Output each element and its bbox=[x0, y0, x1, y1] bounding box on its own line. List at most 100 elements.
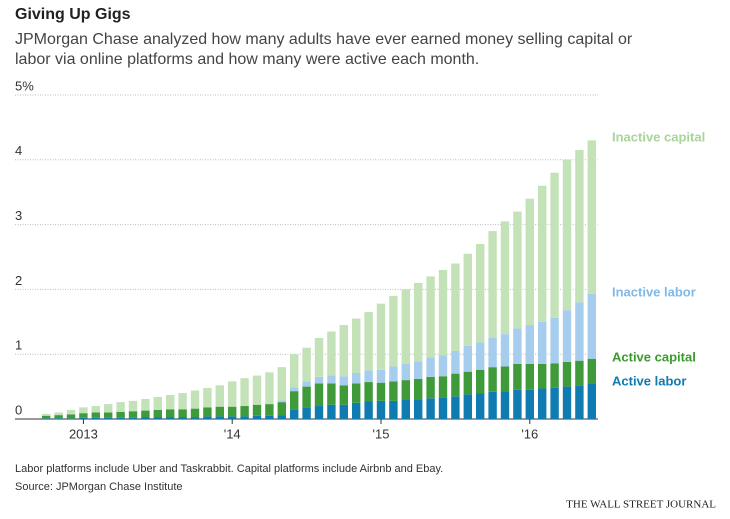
chart-subtitle: labor via online platforms and how many … bbox=[15, 51, 479, 68]
bar-segment bbox=[364, 382, 373, 402]
bar-segment bbox=[451, 263, 460, 351]
bar-segment bbox=[339, 376, 348, 386]
bar-segment bbox=[463, 253, 472, 346]
bar-segment bbox=[414, 282, 423, 362]
bar-segment bbox=[116, 411, 125, 418]
bar-segment bbox=[451, 396, 460, 419]
bar-segment bbox=[339, 404, 348, 419]
bar-segment bbox=[178, 393, 187, 410]
bar-segment bbox=[562, 159, 572, 311]
bar-segment bbox=[550, 387, 559, 419]
y-tick-label: 2 bbox=[15, 273, 22, 288]
bar-segment bbox=[215, 385, 224, 407]
bar-segment bbox=[290, 354, 299, 388]
bar-segment bbox=[352, 318, 361, 373]
legend-label: Active capital bbox=[612, 349, 696, 364]
bar-segment bbox=[128, 411, 138, 418]
bar-segment bbox=[538, 388, 547, 419]
chart-title: Giving Up Gigs bbox=[15, 6, 131, 23]
bar-segment bbox=[290, 387, 299, 392]
x-tick-label: '14 bbox=[224, 426, 241, 441]
bar-segment bbox=[562, 310, 572, 362]
bar-segment bbox=[42, 418, 51, 419]
bar-segment bbox=[476, 342, 485, 370]
bar-segment bbox=[575, 150, 584, 303]
bar-segment bbox=[166, 417, 175, 419]
bar-segment bbox=[240, 406, 249, 417]
bar-segment bbox=[401, 289, 410, 364]
bar-segment bbox=[314, 376, 324, 384]
bar-segment bbox=[54, 412, 63, 416]
bar-segment bbox=[525, 363, 534, 390]
bar-segment bbox=[488, 231, 497, 338]
bar-segment bbox=[265, 415, 274, 419]
bar-segment bbox=[451, 350, 460, 374]
bar-segment bbox=[525, 198, 534, 326]
bar-segment bbox=[426, 276, 435, 358]
bar-segment bbox=[438, 376, 448, 398]
bar-segment bbox=[438, 269, 448, 356]
bar-segment bbox=[513, 389, 522, 419]
bar-segment bbox=[414, 378, 423, 400]
bar-segment bbox=[538, 363, 547, 389]
bar-segment bbox=[575, 385, 584, 419]
bar-segment bbox=[203, 416, 212, 419]
bar-segment bbox=[352, 383, 361, 403]
bar-segment bbox=[153, 409, 162, 418]
bar-segment bbox=[104, 417, 113, 419]
bar-segment bbox=[575, 302, 584, 361]
bar-segment bbox=[538, 185, 547, 322]
bar-segment bbox=[252, 415, 262, 419]
bar-segment bbox=[500, 221, 510, 335]
bar-segment bbox=[91, 417, 100, 419]
y-tick-label: 5% bbox=[15, 78, 34, 93]
bar-segment bbox=[562, 386, 572, 419]
bar-segment bbox=[587, 293, 596, 359]
bar-segment bbox=[352, 372, 361, 384]
y-tick-label: 0 bbox=[15, 402, 22, 417]
bar-segment bbox=[426, 357, 435, 377]
bar-segment bbox=[190, 390, 200, 409]
bar-segment bbox=[128, 400, 138, 412]
bar-segment bbox=[252, 404, 262, 416]
bar-segment bbox=[314, 383, 324, 407]
bar-segment bbox=[451, 373, 460, 397]
bar-segment bbox=[327, 404, 336, 419]
bar-segment bbox=[228, 416, 237, 419]
x-tick-label: 2013 bbox=[69, 426, 98, 441]
bar-segment bbox=[488, 391, 497, 419]
bar-segment bbox=[277, 402, 286, 416]
bar-segment bbox=[215, 416, 224, 419]
bar-segment bbox=[339, 385, 348, 405]
bar-segment bbox=[401, 363, 410, 381]
bar-segment bbox=[178, 417, 187, 419]
bar-segment bbox=[302, 407, 311, 419]
bar-segment bbox=[240, 378, 249, 407]
bar-segment bbox=[376, 382, 386, 401]
bar-segment bbox=[203, 387, 212, 408]
bar-segment bbox=[79, 413, 88, 418]
bar-segment bbox=[426, 376, 435, 399]
bar-segment bbox=[42, 413, 51, 416]
bar-segment bbox=[314, 406, 324, 419]
bar-segment bbox=[141, 410, 150, 418]
bar-segment bbox=[302, 381, 311, 387]
bar-segment bbox=[327, 383, 336, 405]
bar-segment bbox=[513, 363, 522, 390]
bar-segment bbox=[240, 416, 249, 419]
bar-segment bbox=[314, 338, 324, 377]
bar-segment bbox=[79, 407, 88, 414]
bar-segment bbox=[166, 395, 175, 410]
bar-segment bbox=[116, 417, 125, 419]
bar-segment bbox=[401, 380, 410, 400]
bar-segment bbox=[141, 398, 150, 411]
bar-segment bbox=[476, 244, 485, 343]
y-tick-label: 4 bbox=[15, 143, 22, 158]
bar-segment bbox=[587, 358, 596, 384]
legend-label: Inactive labor bbox=[612, 284, 696, 299]
footnote: Labor platforms include Uber and Taskrab… bbox=[15, 463, 443, 475]
legend-label: Active labor bbox=[612, 373, 686, 388]
bar-segment bbox=[265, 404, 274, 416]
bar-segment bbox=[587, 140, 596, 294]
